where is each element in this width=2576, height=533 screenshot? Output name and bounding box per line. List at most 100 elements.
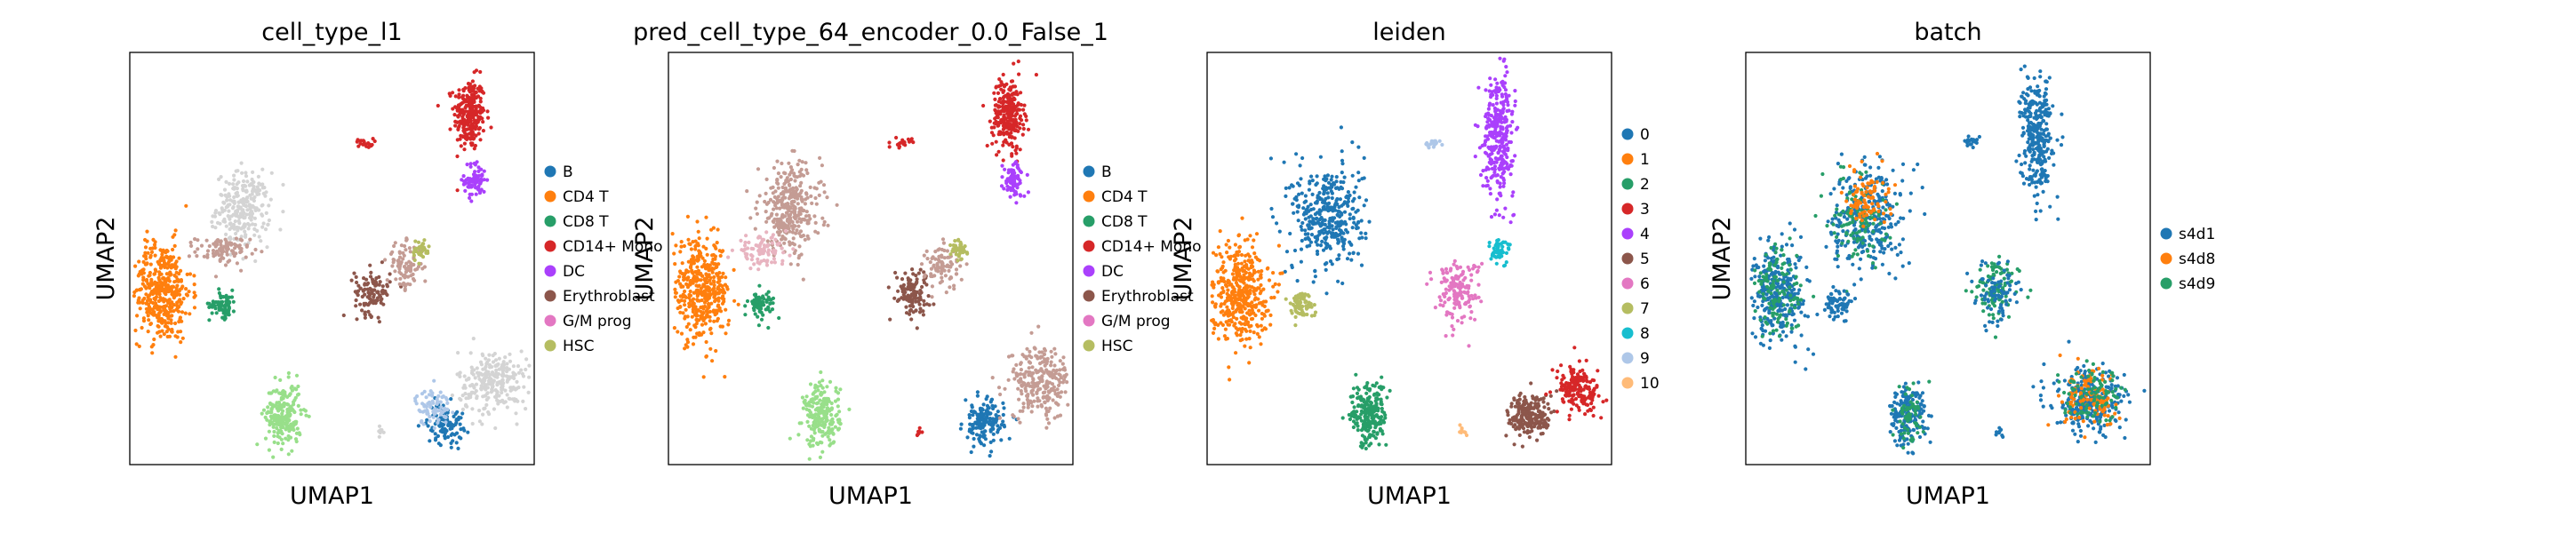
umap-point — [1284, 194, 1288, 198]
umap-point — [235, 261, 239, 266]
umap-point — [487, 353, 492, 357]
umap-point — [1324, 291, 1329, 296]
umap-point — [361, 289, 365, 293]
umap-point — [287, 393, 292, 397]
umap-point — [366, 309, 371, 314]
umap-point — [1328, 186, 1333, 190]
umap-point — [217, 287, 221, 291]
umap-point — [255, 228, 260, 233]
umap-point — [480, 116, 484, 121]
umap-point — [356, 138, 360, 142]
umap-point — [1356, 171, 1361, 175]
umap-point — [930, 284, 934, 289]
umap-point — [1014, 146, 1019, 150]
umap-point — [1490, 123, 1494, 128]
umap-point — [686, 237, 691, 242]
umap-point — [916, 299, 921, 304]
umap-point — [1060, 380, 1065, 385]
umap-point — [424, 395, 428, 400]
umap-point — [723, 375, 727, 379]
umap-point — [1322, 192, 1326, 196]
umap-point — [354, 274, 358, 279]
umap-point — [926, 294, 931, 298]
umap-point — [463, 386, 468, 390]
y-axis-label: UMAP2 — [92, 217, 120, 301]
umap-point — [436, 103, 440, 108]
umap-point — [940, 275, 944, 280]
umap-point — [825, 411, 829, 416]
umap-point — [1310, 219, 1315, 224]
umap-point — [292, 427, 296, 433]
umap-point — [1359, 263, 1364, 267]
umap-point — [275, 426, 279, 431]
umap-point — [409, 263, 413, 267]
legend-marker — [1083, 265, 1095, 277]
umap-point — [267, 448, 271, 452]
umap-point — [1341, 180, 1346, 185]
umap-point — [1049, 363, 1053, 368]
umap-point — [1324, 261, 1329, 266]
umap-point — [276, 414, 281, 418]
umap-point — [1331, 227, 1335, 232]
umap-point — [445, 401, 450, 405]
umap-point — [416, 424, 420, 428]
umap-point — [481, 367, 485, 371]
umap-point — [901, 282, 907, 287]
umap-point — [393, 269, 397, 274]
umap-point — [378, 280, 382, 284]
umap-point — [796, 262, 800, 267]
umap-point — [1017, 72, 1021, 76]
umap-point — [150, 351, 155, 355]
umap-point — [717, 277, 722, 282]
umap-point — [775, 230, 780, 235]
umap-point — [895, 275, 900, 280]
umap-point — [1510, 109, 1515, 114]
umap-point — [511, 364, 516, 369]
x-axis-label: UMAP1 — [290, 482, 374, 510]
umap-point — [1318, 243, 1324, 248]
umap-point — [1021, 402, 1026, 406]
umap-point — [483, 406, 487, 410]
umap-point — [156, 324, 161, 329]
umap-point — [482, 189, 486, 194]
umap-point — [750, 254, 755, 259]
umap-point — [489, 390, 493, 394]
umap-point — [136, 298, 140, 303]
umap-point — [696, 229, 700, 234]
umap-point — [1309, 174, 1314, 179]
umap-point — [764, 210, 768, 214]
umap-point — [140, 300, 145, 305]
umap-point — [813, 195, 818, 201]
umap-point — [252, 227, 257, 231]
umap-point — [143, 237, 148, 243]
umap-point — [1498, 108, 1502, 114]
umap-point — [472, 147, 476, 151]
umap-point — [988, 429, 993, 434]
umap-point — [752, 262, 756, 266]
umap-point — [768, 301, 772, 306]
umap-point — [794, 186, 798, 190]
umap-point — [951, 243, 956, 248]
umap-point — [477, 409, 482, 413]
umap-point — [505, 393, 509, 397]
umap-point — [144, 257, 148, 261]
umap-point — [1330, 219, 1335, 223]
umap-point — [1499, 100, 1503, 105]
umap-point — [356, 283, 361, 288]
umap-point — [248, 237, 252, 242]
umap-point — [1503, 81, 1508, 85]
umap-point — [222, 187, 228, 192]
umap-point — [255, 191, 260, 195]
umap-point — [166, 316, 171, 321]
umap-point — [363, 310, 367, 314]
umap-point — [1021, 126, 1026, 131]
umap-point — [1510, 120, 1515, 124]
umap-point — [922, 253, 926, 258]
umap-point — [722, 297, 726, 301]
umap-point — [1317, 190, 1322, 195]
umap-point — [231, 309, 236, 314]
umap-point — [1022, 194, 1027, 198]
umap-point — [805, 438, 810, 442]
umap-point — [1485, 137, 1491, 141]
umap-point — [276, 409, 281, 413]
